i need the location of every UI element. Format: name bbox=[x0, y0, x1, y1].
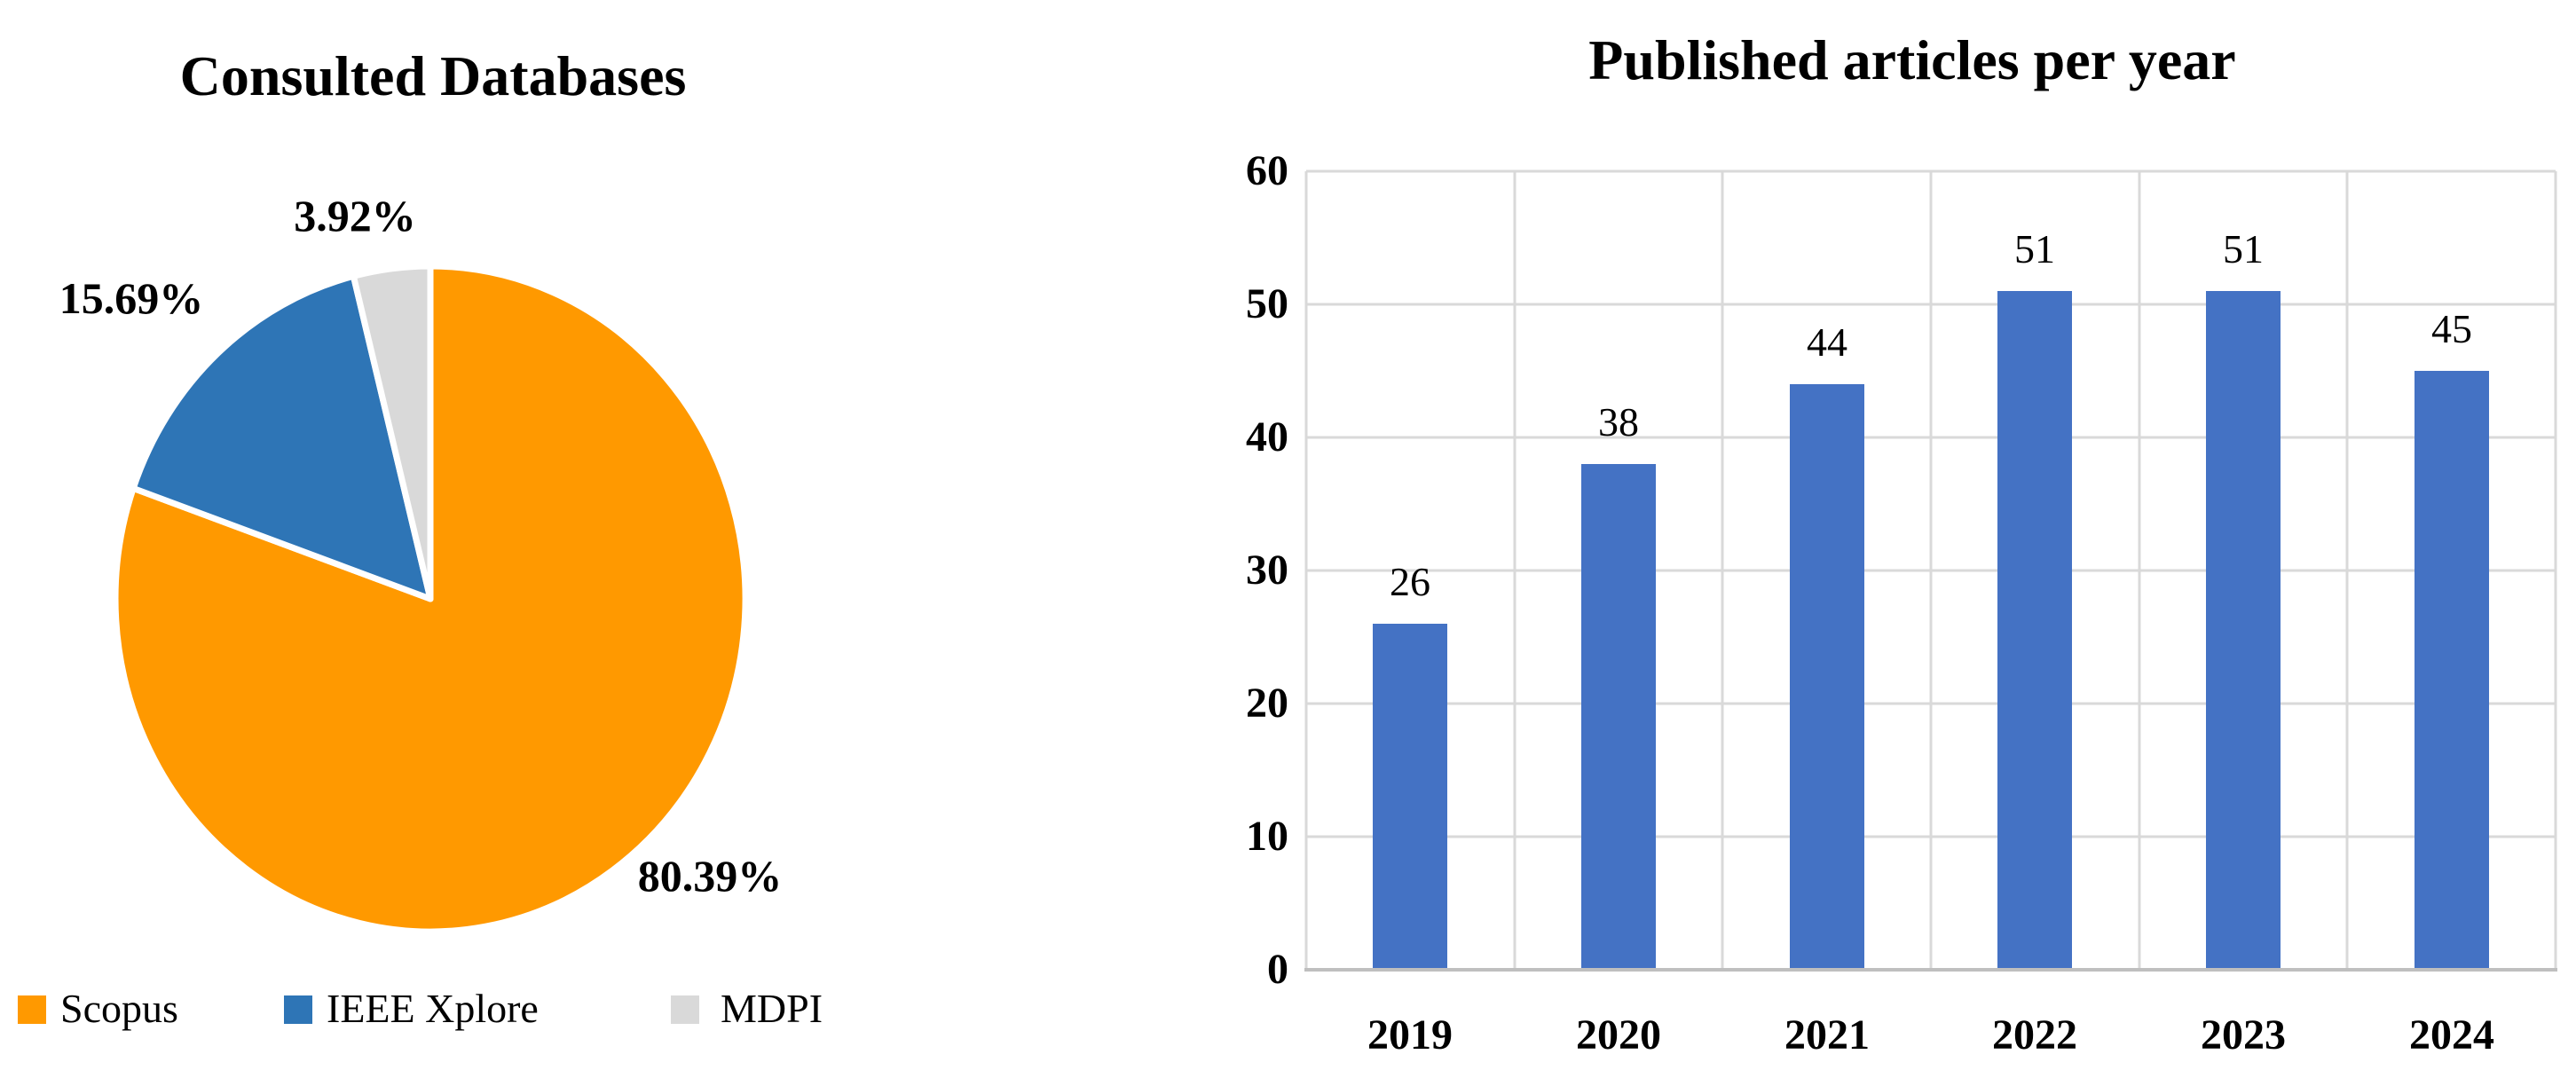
ytick-20: 20 bbox=[1246, 680, 1288, 727]
ytick-50: 50 bbox=[1246, 280, 1288, 327]
legend-swatch-mdpi bbox=[671, 995, 699, 1024]
xtick-2022: 2022 bbox=[1992, 1011, 2077, 1058]
xtick-2023: 2023 bbox=[2201, 1011, 2286, 1058]
pie-slices bbox=[112, 263, 749, 935]
ytick-0: 0 bbox=[1267, 946, 1288, 993]
pie-slice-mdpi bbox=[350, 263, 434, 602]
ytick-30: 30 bbox=[1246, 547, 1288, 594]
legend-label-scopus: Scopus bbox=[60, 986, 178, 1031]
bar-value-2019: 26 bbox=[1390, 559, 1430, 604]
ytick-60: 60 bbox=[1246, 147, 1288, 194]
pie-slice-ieee-xplore bbox=[130, 272, 434, 602]
bar-chart-title: Published articles per year bbox=[1588, 28, 2236, 91]
xtick-2024: 2024 bbox=[2409, 1011, 2494, 1058]
bar-2020 bbox=[1581, 464, 1656, 970]
bar-value-2020: 38 bbox=[1598, 399, 1639, 445]
legend-swatch-scopus bbox=[18, 995, 46, 1024]
bar-value-2022: 51 bbox=[2014, 226, 2055, 271]
pie-label-scopus: 80.39% bbox=[637, 851, 783, 901]
legend-label-mdpi: MDPI bbox=[721, 986, 823, 1031]
bar-value-2023: 51 bbox=[2223, 226, 2264, 271]
bar-2022 bbox=[1997, 291, 2072, 970]
bar-series bbox=[1373, 291, 2489, 970]
pie-label-mdpi: 3.92% bbox=[294, 191, 416, 240]
bar-2021 bbox=[1790, 384, 1864, 970]
bar-2019 bbox=[1373, 624, 1447, 970]
bar-2024 bbox=[2415, 371, 2489, 970]
bar-value-2024: 45 bbox=[2431, 306, 2472, 351]
bar-value-2021: 44 bbox=[1807, 319, 1847, 365]
bar-2023 bbox=[2206, 291, 2281, 970]
legend-swatch-ieee-xplore bbox=[284, 995, 312, 1024]
ytick-40: 40 bbox=[1246, 413, 1288, 460]
pie-chart bbox=[112, 263, 749, 935]
xtick-2019: 2019 bbox=[1367, 1011, 1453, 1058]
xtick-2020: 2020 bbox=[1576, 1011, 1661, 1058]
ytick-10: 10 bbox=[1246, 813, 1288, 860]
pie-label-ieee-xplore: 15.69% bbox=[59, 273, 204, 323]
vertical-gridlines bbox=[1304, 171, 2557, 970]
xtick-2021: 2021 bbox=[1784, 1011, 1870, 1058]
legend-label-ieee-xplore: IEEE Xplore bbox=[327, 986, 539, 1031]
pie-chart-title: Consulted Databases bbox=[179, 44, 687, 107]
